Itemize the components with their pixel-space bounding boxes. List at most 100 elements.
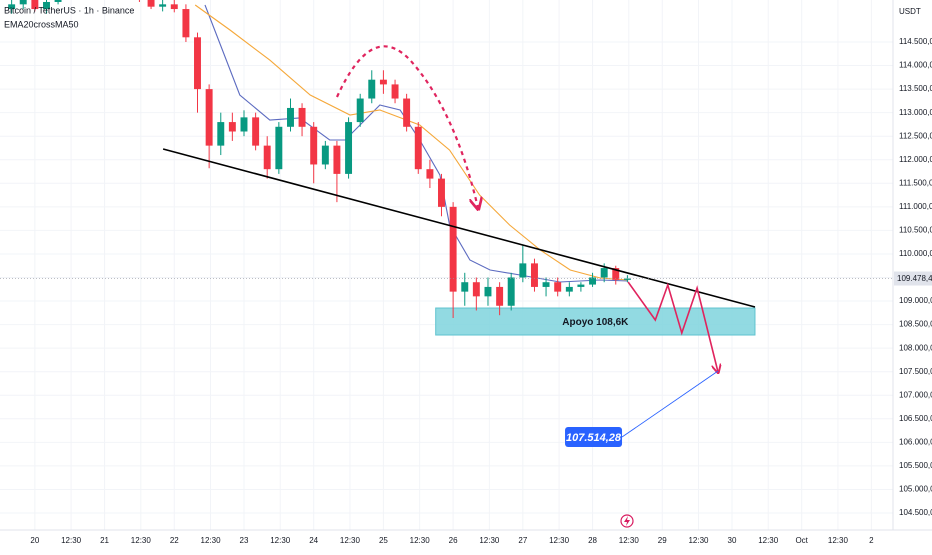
candle-body bbox=[194, 37, 201, 90]
candle-body bbox=[565, 286, 573, 292]
chart-title: Bitcoin / TetherUS · 1h · Binance bbox=[4, 5, 134, 15]
candle-body bbox=[345, 122, 353, 174]
candle-body bbox=[298, 107, 306, 127]
candle-body bbox=[403, 98, 411, 127]
y-tick-label: 109.000,00 bbox=[899, 296, 932, 305]
x-tick-label: 29 bbox=[658, 536, 667, 545]
target-label: 107.514,28 bbox=[566, 432, 622, 444]
candle-body bbox=[507, 277, 515, 306]
x-tick-label: 22 bbox=[170, 536, 179, 545]
x-tick-label: 12:30 bbox=[758, 536, 779, 545]
candle-body bbox=[182, 9, 190, 38]
x-tick-label: 20 bbox=[30, 536, 39, 545]
candle-body bbox=[461, 282, 469, 292]
y-tick-label: 106.000,00 bbox=[899, 437, 932, 446]
axes: 104.500,00 105.000,00 105.500,00 106.000,00… bbox=[0, 37, 932, 545]
y-tick-label: 108.500,00 bbox=[899, 320, 932, 329]
y-tick-label: 110.000,00 bbox=[899, 249, 932, 258]
candle-body bbox=[612, 268, 620, 280]
candle-body bbox=[623, 278, 631, 280]
y-tick-label: 110.500,00 bbox=[899, 226, 932, 235]
y-tick-label: 111.500,00 bbox=[899, 178, 932, 187]
candle-body bbox=[228, 122, 236, 132]
y-tick-label: 108.000,00 bbox=[899, 343, 932, 352]
x-tick-label: 25 bbox=[379, 536, 388, 545]
x-tick-label: 30 bbox=[728, 536, 737, 545]
candle-body bbox=[426, 169, 434, 179]
x-tick-label: 12:30 bbox=[479, 536, 500, 545]
candle-body bbox=[310, 126, 318, 165]
candle-body bbox=[205, 89, 213, 146]
candle-body bbox=[542, 282, 550, 287]
event-icon bbox=[620, 514, 634, 528]
candle-body bbox=[54, 0, 62, 2]
candle-body bbox=[600, 268, 608, 278]
plot-area bbox=[8, 0, 756, 336]
y-tick-label: 105.500,00 bbox=[899, 461, 932, 470]
candle-body bbox=[589, 277, 597, 285]
y-tick-label: 107.500,00 bbox=[899, 367, 932, 376]
x-tick-label: Oct bbox=[795, 536, 808, 545]
target-box bbox=[565, 427, 623, 448]
candle-body bbox=[333, 145, 341, 174]
x-tick-label: 12:30 bbox=[410, 536, 431, 545]
x-tick-label: 21 bbox=[100, 536, 109, 545]
x-tick-label: 12:30 bbox=[688, 536, 709, 545]
candle-body bbox=[472, 282, 480, 297]
x-tick-label: 27 bbox=[518, 536, 527, 545]
x-tick-label: 12:30 bbox=[340, 536, 361, 545]
last-price-box bbox=[894, 271, 932, 286]
y-tick-label: 113.000,00 bbox=[899, 108, 932, 117]
y-tick-label: 107.000,00 bbox=[899, 390, 932, 399]
y-tick-label: 114.000,00 bbox=[899, 61, 932, 70]
support-label: Apoyo 108,6K bbox=[562, 317, 629, 328]
candle-body bbox=[217, 122, 225, 146]
candle-body bbox=[379, 79, 387, 85]
candle-body bbox=[438, 178, 445, 207]
x-tick-label: 12:30 bbox=[131, 536, 152, 545]
x-tick-label: 23 bbox=[240, 536, 249, 545]
support-zone bbox=[435, 307, 756, 336]
candle-body bbox=[19, 0, 27, 5]
x-tick-label: 12:30 bbox=[270, 536, 291, 545]
y-tick-label: 105.000,00 bbox=[899, 485, 932, 494]
candle-body bbox=[263, 145, 271, 170]
candle-body bbox=[159, 4, 167, 7]
x-tick-label: 12:30 bbox=[619, 536, 640, 545]
candle-body bbox=[484, 286, 492, 297]
x-tick-label: 12:30 bbox=[61, 536, 82, 545]
y-tick-label: 111.000,00 bbox=[899, 202, 932, 211]
candle-body bbox=[531, 263, 538, 287]
x-tick-label: 2 bbox=[869, 536, 874, 545]
y-tick-label: 114.500,00 bbox=[899, 37, 932, 46]
indicator-label: EMA20crossMA50 bbox=[4, 19, 79, 29]
y-tick-label: 113.500,00 bbox=[899, 84, 932, 93]
y-tick-label: 112.000,00 bbox=[899, 155, 932, 164]
candle-body bbox=[252, 117, 260, 146]
x-tick-label: 24 bbox=[309, 536, 318, 545]
candle-body bbox=[147, 0, 155, 7]
candle-body bbox=[321, 145, 329, 165]
candle-body bbox=[554, 282, 562, 292]
candle-body bbox=[391, 84, 399, 99]
candle-body bbox=[449, 206, 457, 292]
candle-body bbox=[519, 263, 527, 278]
candle-body bbox=[170, 4, 178, 10]
y-tick-label: 112.500,00 bbox=[899, 131, 932, 140]
candle-body bbox=[287, 107, 294, 127]
x-tick-label: 12:30 bbox=[201, 536, 222, 545]
currency-label: USDT bbox=[899, 7, 921, 16]
annotations: Apoyo 108,6K 107.514,28 bbox=[162, 148, 756, 448]
target-connector bbox=[621, 370, 719, 438]
candle-body bbox=[43, 1, 50, 10]
candle-body bbox=[414, 126, 422, 170]
candle-body bbox=[31, 0, 39, 10]
candle-body bbox=[240, 117, 248, 132]
y-tick-label: 106.500,00 bbox=[899, 414, 932, 423]
last-price-label: 109.478,45 bbox=[897, 274, 932, 283]
indicator-line bbox=[194, 4, 629, 281]
trendline bbox=[162, 148, 756, 308]
